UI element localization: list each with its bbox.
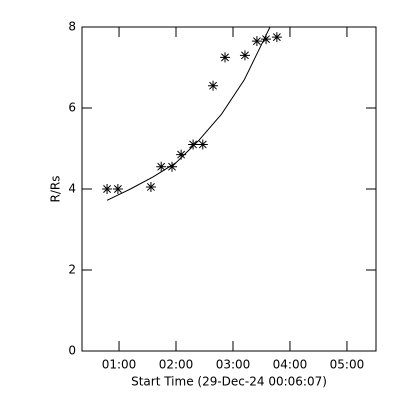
x-tick-label: 02:00: [159, 358, 194, 372]
point: [208, 80, 219, 91]
point: [145, 181, 156, 192]
point: [197, 139, 208, 150]
y-tick-label: 0: [68, 344, 76, 358]
point: [220, 52, 231, 63]
y-axis-label: R/Rs: [49, 176, 63, 203]
x-tick-label: 05:00: [330, 358, 365, 372]
x-tick-label: 04:00: [273, 358, 308, 372]
point: [271, 32, 282, 43]
y-tick-label: 4: [68, 182, 76, 196]
point: [239, 50, 250, 61]
point: [188, 139, 199, 150]
fit-curve: [106, 26, 271, 201]
x-tick-label: 03:00: [216, 358, 251, 372]
point: [102, 184, 113, 194]
point: [176, 149, 187, 160]
point: [112, 184, 123, 194]
point: [251, 36, 262, 47]
point: [261, 34, 272, 45]
x-axis-label: Start Time (29-Dec-24 00:06:07): [131, 375, 327, 389]
point: [167, 161, 178, 172]
y-tick-label: 2: [68, 263, 76, 277]
plot-frame: [81, 26, 377, 352]
y-tick-label: 8: [68, 20, 76, 34]
y-tick-label: 6: [68, 101, 76, 115]
x-tick-label: 01:00: [102, 358, 137, 372]
point: [156, 161, 167, 172]
